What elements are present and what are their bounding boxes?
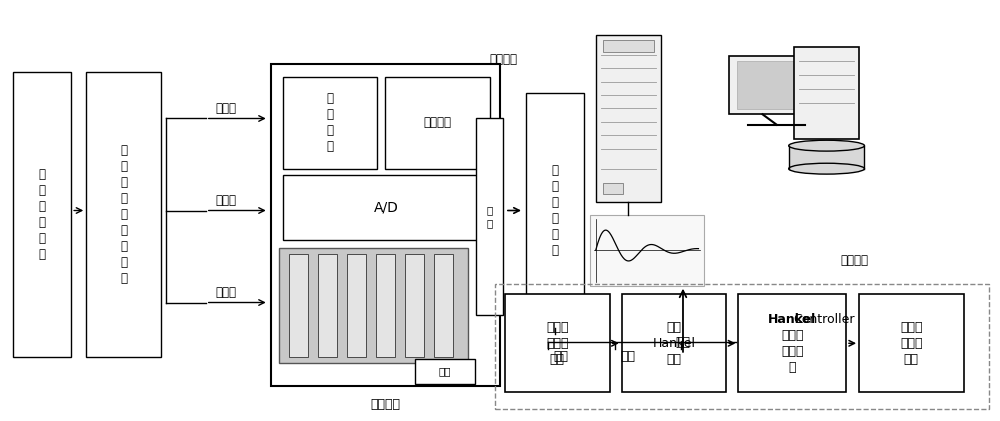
Bar xyxy=(859,294,964,392)
Bar xyxy=(289,254,308,357)
Bar xyxy=(505,294,610,392)
Bar xyxy=(526,93,584,328)
Bar xyxy=(603,183,623,194)
Bar xyxy=(13,72,71,357)
Bar xyxy=(405,254,424,357)
Bar xyxy=(603,40,654,52)
Bar xyxy=(476,118,503,315)
Text: 构造
Hankel
矩阵: 构造 Hankel 矩阵 xyxy=(653,321,696,366)
Text: 地
面
数
据
接
收: 地 面 数 据 接 收 xyxy=(551,164,558,257)
Text: 系统模
态参数
识别: 系统模 态参数 识别 xyxy=(900,321,923,366)
Bar xyxy=(318,254,337,357)
Text: 存储: 存储 xyxy=(620,350,635,363)
Bar xyxy=(283,175,490,240)
Bar xyxy=(729,56,824,115)
Text: Controller: Controller xyxy=(793,313,855,326)
Bar xyxy=(737,61,816,109)
Text: 传感器: 传感器 xyxy=(215,101,236,115)
Bar xyxy=(495,284,989,409)
Bar xyxy=(656,330,710,355)
Text: 传感器: 传感器 xyxy=(215,285,236,298)
Text: 电源: 电源 xyxy=(439,367,451,376)
Text: 传感器: 传感器 xyxy=(215,194,236,207)
Bar xyxy=(279,248,468,363)
Bar xyxy=(271,64,500,386)
Text: 采集: 采集 xyxy=(553,350,568,363)
Bar xyxy=(376,254,395,357)
Bar xyxy=(738,294,846,392)
Bar xyxy=(86,72,161,357)
Text: 信
号
放
大: 信 号 放 大 xyxy=(326,92,333,153)
Bar xyxy=(283,77,377,169)
Bar xyxy=(596,35,661,202)
Bar xyxy=(385,77,490,169)
Text: 数据传输: 数据传输 xyxy=(489,53,517,67)
Text: 数据存储: 数据存储 xyxy=(840,254,868,267)
Text: 分析: 分析 xyxy=(675,336,690,349)
Bar xyxy=(794,48,859,139)
Bar xyxy=(789,146,864,169)
Text: 接
口: 接 口 xyxy=(486,205,493,228)
Bar xyxy=(434,254,453,357)
Bar xyxy=(590,215,704,286)
Ellipse shape xyxy=(789,163,864,174)
Text: Hankel
矩阵奇
异值分
解: Hankel 矩阵奇 异值分 解 xyxy=(768,313,816,374)
Text: 信号调理: 信号调理 xyxy=(424,116,452,129)
Text: 构造系
统状态
方程: 构造系 统状态 方程 xyxy=(546,321,569,366)
Text: 数据采集: 数据采集 xyxy=(370,398,400,411)
Bar xyxy=(622,294,726,392)
Text: 在
轨
脉
冲
激
励: 在 轨 脉 冲 激 励 xyxy=(39,168,46,261)
Text: 在
轨
状
态
太
阳
电
池
阵: 在 轨 状 态 太 阳 电 池 阵 xyxy=(120,144,127,285)
Bar xyxy=(415,359,475,384)
Text: A/D: A/D xyxy=(374,200,399,214)
Bar xyxy=(347,254,366,357)
Ellipse shape xyxy=(789,140,864,151)
